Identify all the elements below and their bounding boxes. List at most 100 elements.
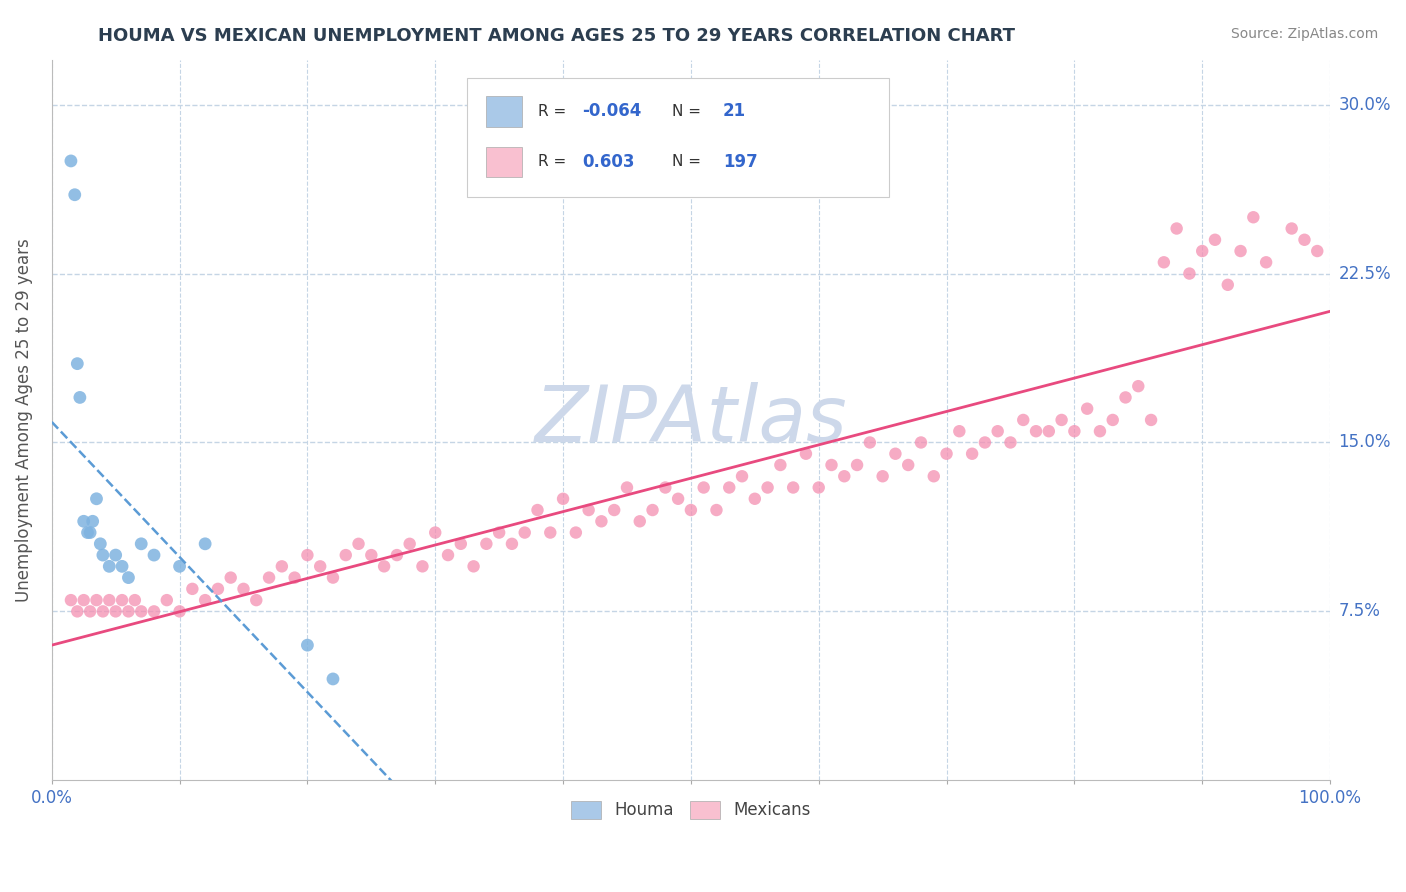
Point <box>169 604 191 618</box>
Point <box>124 593 146 607</box>
Point <box>219 571 242 585</box>
Point <box>373 559 395 574</box>
Point <box>1050 413 1073 427</box>
Point <box>66 604 89 618</box>
Point <box>641 503 664 517</box>
Point <box>1281 221 1303 235</box>
Point <box>1012 413 1035 427</box>
Text: HOUMA VS MEXICAN UNEMPLOYMENT AMONG AGES 25 TO 29 YEARS CORRELATION CHART: HOUMA VS MEXICAN UNEMPLOYMENT AMONG AGES… <box>98 27 1015 45</box>
Point <box>1166 221 1188 235</box>
Point <box>526 503 548 517</box>
Point <box>232 582 254 596</box>
Point <box>194 593 217 607</box>
Point <box>591 514 613 528</box>
Y-axis label: Unemployment Among Ages 25 to 29 years: Unemployment Among Ages 25 to 29 years <box>15 238 32 602</box>
Point <box>628 514 651 528</box>
Point <box>872 469 894 483</box>
Point <box>782 481 804 495</box>
Point <box>1128 379 1150 393</box>
Point <box>98 593 121 607</box>
Point <box>437 548 460 562</box>
Point <box>117 604 139 618</box>
Point <box>360 548 382 562</box>
Point <box>63 187 86 202</box>
Point <box>82 514 104 528</box>
Point <box>73 514 96 528</box>
Point <box>91 548 114 562</box>
Point <box>385 548 408 562</box>
Point <box>1140 413 1163 427</box>
Point <box>411 559 433 574</box>
Point <box>143 548 166 562</box>
Point <box>181 582 204 596</box>
Point <box>922 469 945 483</box>
FancyBboxPatch shape <box>467 78 889 196</box>
Point <box>69 391 91 405</box>
Point <box>1241 211 1264 225</box>
Point <box>935 447 957 461</box>
Point <box>322 571 344 585</box>
Point <box>1229 244 1251 258</box>
Point <box>1178 267 1201 281</box>
Point <box>884 447 907 461</box>
Point <box>1191 244 1213 258</box>
Point <box>59 153 82 168</box>
Point <box>706 503 728 517</box>
Point <box>973 435 995 450</box>
Point <box>578 503 600 517</box>
Text: N =: N = <box>672 104 700 119</box>
Point <box>1101 413 1123 427</box>
Point <box>79 604 101 618</box>
Point <box>322 672 344 686</box>
Point <box>98 559 121 574</box>
Text: 30.0%: 30.0% <box>1339 95 1391 113</box>
Point <box>846 458 869 472</box>
Text: ZIPAtlas: ZIPAtlas <box>534 382 848 458</box>
Text: 15.0%: 15.0% <box>1339 434 1391 451</box>
Point <box>679 503 702 517</box>
Point <box>756 481 779 495</box>
Point <box>731 469 754 483</box>
Point <box>654 481 676 495</box>
Point <box>450 537 472 551</box>
Point <box>284 571 307 585</box>
Point <box>425 525 447 540</box>
Point <box>111 593 134 607</box>
Point <box>1000 435 1022 450</box>
Text: -0.064: -0.064 <box>582 103 641 120</box>
Text: R =: R = <box>537 154 565 169</box>
Point <box>104 548 127 562</box>
Point <box>297 548 319 562</box>
Point <box>832 469 855 483</box>
Point <box>79 525 101 540</box>
Point <box>1115 391 1137 405</box>
Point <box>335 548 357 562</box>
Point <box>897 458 920 472</box>
Point <box>257 571 280 585</box>
Point <box>1204 233 1226 247</box>
Point <box>89 537 111 551</box>
Point <box>488 525 510 540</box>
Point <box>960 447 983 461</box>
Point <box>948 424 970 438</box>
Text: 22.5%: 22.5% <box>1339 265 1391 283</box>
Point <box>603 503 626 517</box>
Point <box>769 458 792 472</box>
Point <box>1038 424 1060 438</box>
Point <box>347 537 370 551</box>
Point <box>111 559 134 574</box>
Bar <box>486 147 522 178</box>
Point <box>987 424 1010 438</box>
Point <box>1076 401 1098 416</box>
Point <box>1306 244 1329 258</box>
Point <box>156 593 179 607</box>
Point <box>91 604 114 618</box>
Text: 197: 197 <box>723 153 758 171</box>
Text: R =: R = <box>537 104 565 119</box>
Point <box>117 571 139 585</box>
Point <box>245 593 267 607</box>
Point <box>270 559 292 574</box>
Point <box>807 481 830 495</box>
Text: Source: ZipAtlas.com: Source: ZipAtlas.com <box>1230 27 1378 41</box>
Text: 7.5%: 7.5% <box>1339 602 1381 621</box>
